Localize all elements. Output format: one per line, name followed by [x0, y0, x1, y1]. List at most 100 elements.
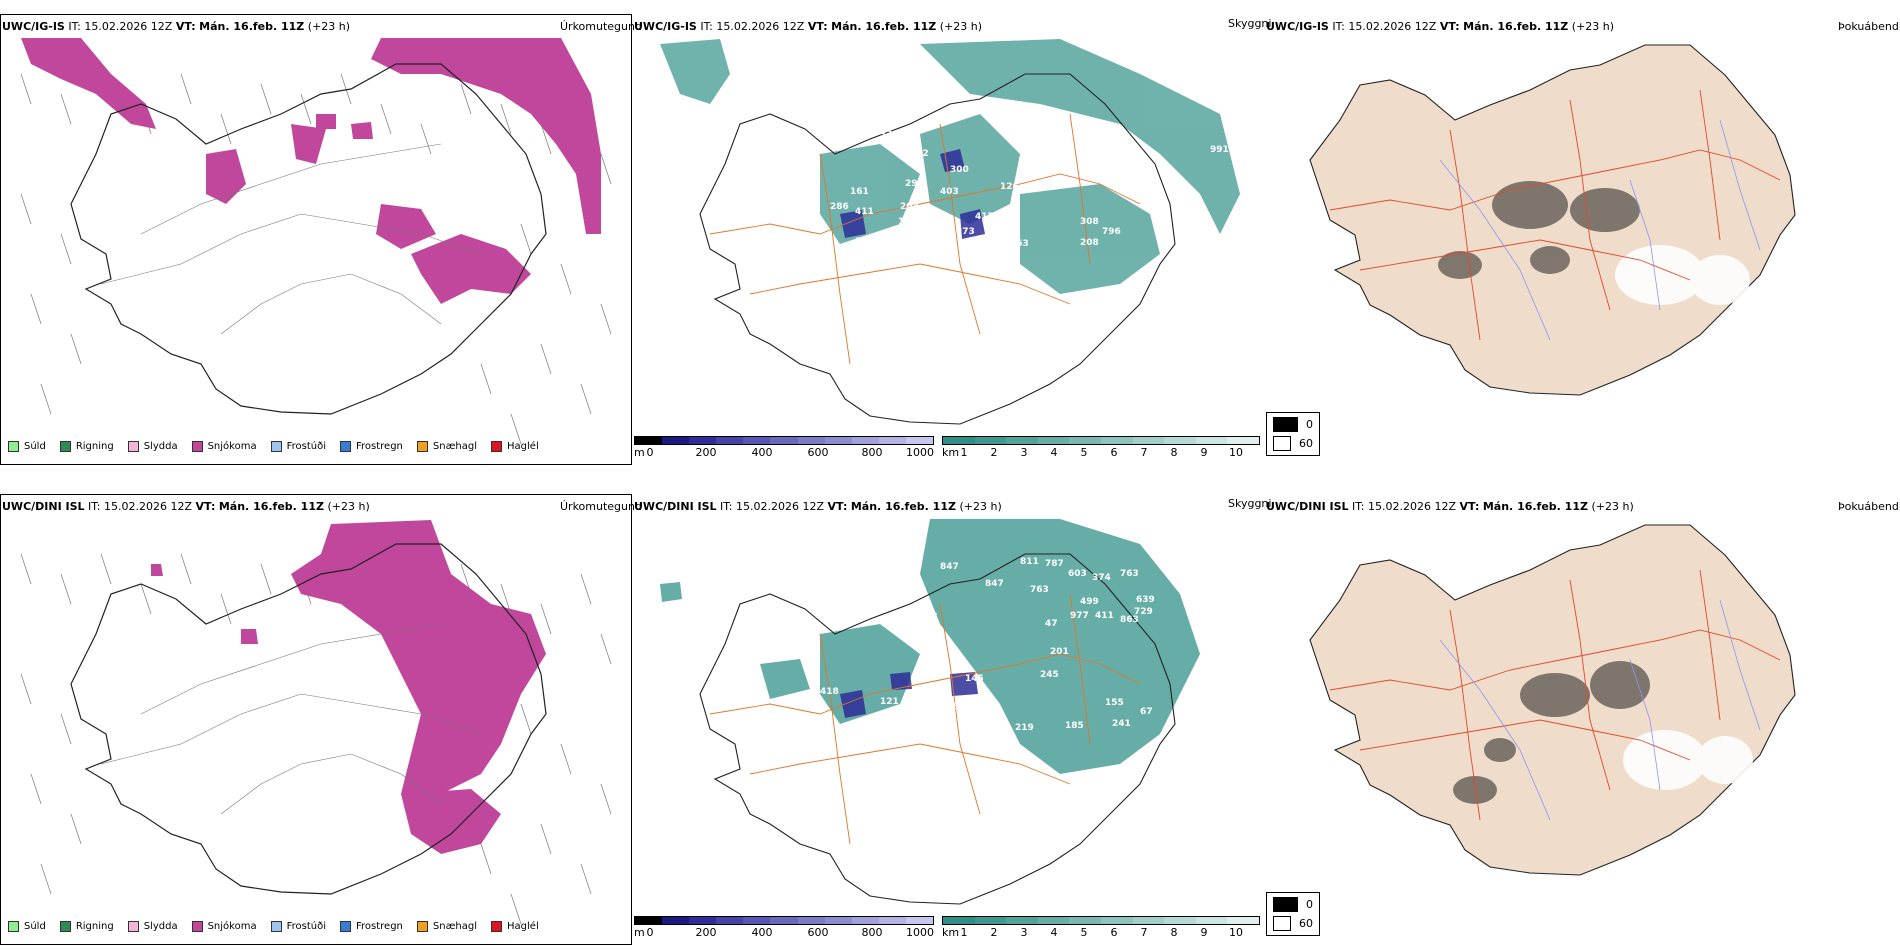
legend-item-frostregn: Frostregn: [340, 441, 403, 452]
value-label: 203: [965, 239, 984, 249]
visibility-colorbar: km 1 2 3 4 5 6 7 8 9 10: [942, 916, 1260, 939]
roads-red: [1329, 89, 1781, 341]
model-name: UWC/IG-IS: [2, 20, 65, 33]
precip-type-legend: Súld Rigning Slydda Snjókoma Frostúði Fr…: [8, 441, 539, 452]
iceland-outline: [699, 553, 1176, 905]
value-label: 13: [870, 722, 883, 732]
value-label: 746: [980, 715, 999, 725]
ceiling-colorbar-swatches: [634, 436, 934, 445]
value-label: 403: [940, 187, 959, 197]
it-label: IT:: [68, 20, 81, 33]
visibility-value-labels: 847 811 787 603 374 763 847 763 499 639 …: [820, 557, 1155, 733]
legend-item-frostudi: Frostúði: [270, 441, 326, 452]
value-label: 201: [1050, 647, 1069, 657]
value-label: 411: [855, 207, 874, 217]
legend-swatch: [491, 921, 503, 932]
snow-areas: [21, 38, 601, 304]
legend-item-rigning: Rigning: [59, 441, 114, 452]
header-row1-left: UWC/IG-IS IT: 15.02.2026 12Z VT: Mán. 16…: [2, 20, 350, 34]
value-label: 168: [940, 702, 959, 712]
ceiling-areas: [840, 149, 985, 239]
fog-swatch-black: [1273, 417, 1298, 432]
row-2: UWC/DINI ISL IT: 15.02.2026 12Z VT: Mán.…: [0, 480, 1900, 950]
value-label: 19: [855, 237, 868, 247]
value-label: 321: [880, 130, 899, 140]
value-label: 293: [905, 179, 924, 189]
value-label: 155: [1105, 698, 1124, 708]
iceland-outline: [699, 73, 1176, 425]
iceland-outline: [70, 543, 547, 895]
fog-light-areas: [1623, 730, 1753, 790]
legend-item-haglel: Haglél: [491, 441, 539, 452]
ceiling-colorbar: m 0 200 400 600 800 1000: [634, 916, 934, 939]
header-row1-middle: UWC/IG-IS IT: 15.02.2026 12Z VT: Mán. 16…: [634, 20, 983, 33]
legend-swatch: [340, 441, 351, 452]
fog-index-title: Þokuábendi: [1838, 20, 1900, 33]
snow-areas: [151, 520, 546, 854]
visibility-colorbar-ticks: km 1 2 3 4 5 6 7 8 9 10: [942, 446, 1243, 459]
value-label: 263: [1010, 239, 1029, 249]
value-label: 126: [1000, 182, 1019, 192]
value-label: 241: [1112, 719, 1131, 729]
value-label: 121: [880, 697, 899, 707]
precip-type-title: Úrkomutegund: [560, 20, 642, 33]
value-label: 418: [820, 687, 839, 697]
legend-swatch: [340, 921, 351, 932]
header-row1-right: UWC/IG-IS IT: 15.02.2026 12Z VT: Mán. 16…: [1266, 20, 1615, 33]
visibility-value-labels: 340 321 202 300 293 403 161 203 411 129 …: [830, 95, 1229, 249]
legend-swatch: [191, 441, 203, 452]
rivers-blue: [1439, 119, 1761, 341]
vt-value: Mán. 16.feb. 11Z: [199, 20, 305, 33]
legend-item-snaehagl: Snæhagl: [416, 441, 477, 452]
roads: [100, 143, 482, 335]
visibility-map-row2: 847 811 787 603 374 763 847 763 499 639 …: [660, 519, 1200, 905]
value-label: 202: [910, 149, 929, 159]
legend-swatch: [59, 921, 71, 932]
legend-swatch: [270, 921, 282, 932]
lead-time: (+23 h): [307, 20, 351, 33]
value-label: 863: [1120, 615, 1139, 625]
wind-barbs: [20, 553, 612, 925]
legend-swatch: [416, 921, 428, 932]
value-label: 977: [1070, 611, 1089, 621]
visibility-colorbar: km 1 2 3 4 5 6 7 8 9 10: [942, 436, 1260, 459]
value-label: 203: [900, 202, 919, 212]
precip-type-map-frame: [0, 494, 632, 945]
precip-type-legend: Súld Rigning Slydda Snjókoma Frostúði Fr…: [8, 921, 539, 932]
fog-dark-areas: [1453, 661, 1650, 804]
precip-map-row1: [20, 38, 612, 445]
value-label: 300: [950, 165, 969, 175]
value-label: 603: [1068, 569, 1087, 579]
value-label: 286: [830, 202, 849, 212]
fog-dark-areas: [1438, 181, 1640, 279]
legend-swatch: [270, 441, 282, 452]
value-label: 185: [1065, 721, 1084, 731]
rivers-blue: [1439, 599, 1761, 821]
value-label: 847: [940, 562, 959, 572]
ceiling-areas: [840, 672, 978, 718]
value-label: 847: [985, 579, 1004, 589]
visibility-areas: [660, 519, 1200, 774]
value-label: 499: [1080, 597, 1099, 607]
row-1: UWC/IG-IS IT: 15.02.2026 12Z VT: Mán. 16…: [0, 0, 1900, 470]
it-value: 15.02.2026 12Z: [84, 20, 173, 33]
fog-index-map-row2: [1309, 524, 1796, 876]
legend-swatch: [127, 441, 139, 452]
ceiling-colorbar-ticks: m 0 200 400 600 800 1000: [634, 446, 934, 459]
fog-light-areas: [1615, 245, 1750, 305]
value-label: 28: [925, 612, 938, 622]
fog-index-map-row1: [1309, 44, 1796, 396]
value-label: 67: [1140, 707, 1153, 717]
value-label: 374: [1092, 573, 1111, 583]
legend-item-snjokoma: Snjókoma: [191, 441, 257, 452]
value-label: 47: [1045, 619, 1058, 629]
ceiling-colorbar: m 0 200 400 600 800 1000: [634, 436, 934, 459]
value-label: 245: [1040, 670, 1059, 680]
roads-orange: [709, 113, 1141, 365]
value-label: 308: [1080, 217, 1099, 227]
fog-swatch-white: [1273, 916, 1291, 931]
value-label: 129: [898, 217, 917, 227]
visibility-map-row1: 340 321 202 300 293 403 161 203 411 129 …: [660, 39, 1240, 425]
roads: [100, 623, 482, 815]
legend-item-sold: Súld: [8, 441, 46, 452]
